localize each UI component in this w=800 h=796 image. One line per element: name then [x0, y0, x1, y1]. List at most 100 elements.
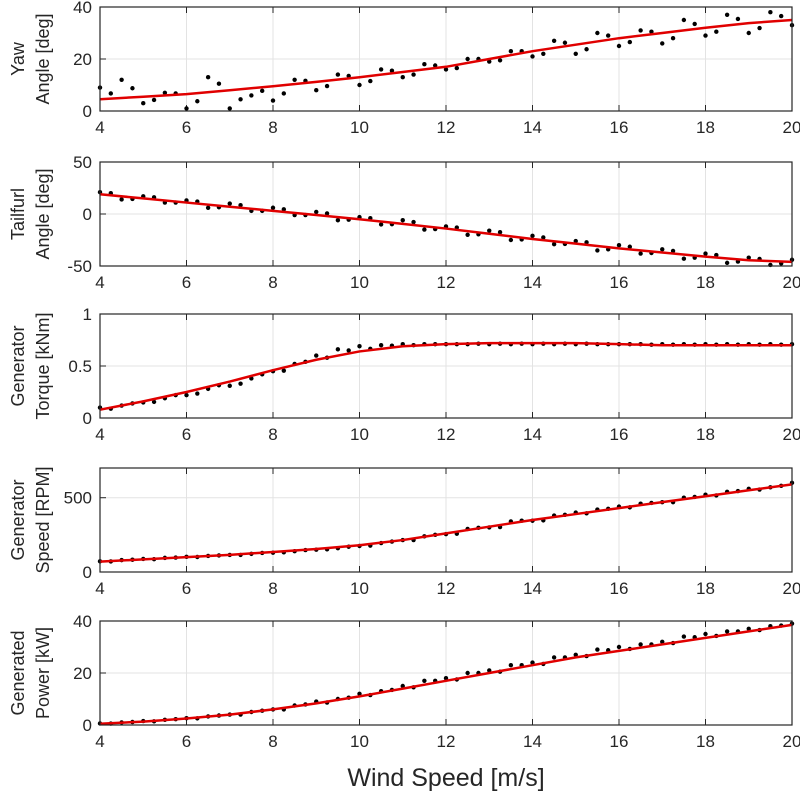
data-point — [335, 218, 341, 223]
data-point — [432, 63, 438, 68]
data-point — [541, 235, 546, 240]
data-point — [497, 230, 503, 235]
data-point — [411, 72, 416, 77]
data-point — [508, 49, 514, 54]
data-point — [681, 256, 687, 261]
x-tick-label: 14 — [523, 579, 542, 598]
data-point — [162, 90, 168, 96]
data-point — [595, 248, 600, 253]
data-point — [487, 59, 492, 64]
x-tick-label: 4 — [95, 579, 104, 598]
data-point — [151, 97, 157, 103]
data-point — [314, 88, 319, 93]
x-tick-label: 12 — [437, 579, 456, 598]
x-tick-label: 18 — [696, 425, 715, 444]
subplot-5: 4 6 8 10 12 14 16 18 20 0 20 40 Generated Power [kW] — [8, 612, 800, 751]
data-point — [238, 97, 243, 102]
x-tick-label: 16 — [610, 425, 629, 444]
data-point — [670, 36, 676, 41]
x-tick-label: 10 — [350, 118, 369, 137]
y-axis-label: Angle [deg] — [33, 13, 53, 104]
data-point — [357, 691, 362, 696]
data-point — [216, 81, 222, 86]
data-point — [768, 10, 773, 15]
data-point — [465, 670, 470, 676]
axes-box — [99, 620, 793, 726]
data-point — [227, 106, 232, 111]
y-axis-label: Tailfurl — [8, 188, 28, 240]
data-point — [184, 392, 189, 398]
x-tick-label: 20 — [783, 118, 800, 137]
data-point — [724, 629, 730, 634]
data-point — [108, 91, 114, 96]
data-point — [703, 251, 708, 256]
fit-line — [99, 18, 793, 101]
data-point — [195, 99, 200, 104]
y-tick-label: 20 — [73, 50, 92, 69]
x-tick-label: 18 — [696, 732, 715, 751]
y-tick-label: -50 — [67, 257, 92, 276]
data-point — [562, 40, 568, 45]
data-point — [411, 219, 416, 225]
y-axis-label: Generator — [8, 479, 28, 560]
x-tick-label: 4 — [95, 732, 104, 751]
data-point — [746, 255, 751, 260]
data-point — [324, 83, 330, 89]
data-point — [249, 93, 254, 98]
data-point — [281, 207, 287, 212]
data-point — [205, 205, 211, 210]
y-axis-label: Speed [RPM] — [33, 466, 53, 573]
data-point — [681, 634, 687, 639]
data-point — [378, 343, 384, 348]
data-point — [368, 78, 373, 84]
y-tick-label: 40 — [73, 612, 92, 631]
data-point — [660, 41, 665, 46]
data-point — [378, 67, 384, 72]
data-point — [551, 38, 557, 43]
data-point — [281, 91, 287, 96]
data-point — [703, 631, 708, 637]
data-point — [692, 21, 697, 27]
data-point — [422, 61, 427, 67]
data-point — [605, 33, 611, 38]
data-point — [584, 47, 589, 52]
y-axis-label: Generator — [8, 325, 28, 406]
data-point — [205, 75, 211, 80]
x-tick-label: 8 — [268, 579, 277, 598]
y-tick-label: 0.5 — [68, 357, 92, 376]
x-tick-label: 8 — [268, 732, 277, 751]
data-point — [270, 98, 276, 103]
y-tick-label: 500 — [64, 489, 92, 508]
x-tick-label: 12 — [437, 732, 456, 751]
data-point — [616, 243, 622, 248]
data-point — [551, 241, 557, 247]
x-tick-label: 20 — [783, 273, 800, 292]
data-point — [292, 77, 297, 83]
data-point — [400, 683, 405, 689]
x-tick-label: 6 — [182, 732, 191, 751]
data-point — [638, 642, 643, 647]
x-tick-label: 8 — [268, 273, 277, 292]
y-axis-label: Angle [deg] — [33, 168, 53, 259]
x-tick-label: 14 — [523, 732, 542, 751]
data-point — [259, 88, 265, 94]
data-point — [595, 647, 600, 652]
data-point — [465, 56, 470, 62]
data-point — [724, 260, 730, 266]
fit-line — [99, 341, 792, 411]
data-point — [508, 663, 514, 668]
x-tick-label: 8 — [268, 425, 277, 444]
x-tick-label: 12 — [437, 425, 456, 444]
data-point — [595, 30, 600, 36]
x-tick-label: 20 — [783, 425, 800, 444]
x-tick-label: 20 — [783, 579, 800, 598]
data-point — [378, 222, 384, 227]
y-tick-label: 20 — [73, 664, 92, 683]
data-point — [443, 676, 449, 681]
x-tick-label: 16 — [610, 579, 629, 598]
x-tick-label: 6 — [182, 273, 191, 292]
x-axis-label: Wind Speed [m/s] — [347, 764, 544, 792]
y-tick-label: 0 — [83, 205, 92, 224]
subplot-3: 4 6 8 10 12 14 16 18 20 0 0.5 1 Generator Torque [kNm… — [8, 305, 800, 444]
data-point — [335, 347, 341, 352]
